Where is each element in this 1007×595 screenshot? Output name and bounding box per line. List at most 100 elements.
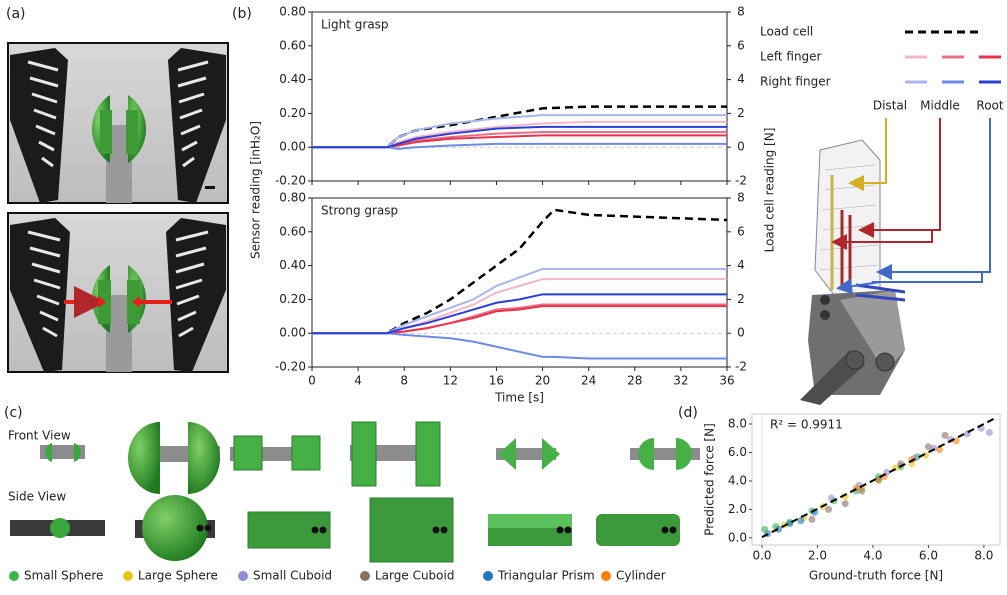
legend-column: Root bbox=[976, 99, 1003, 113]
x-tick-label: 6.0 bbox=[919, 549, 938, 563]
plot-title: Strong grasp bbox=[321, 204, 398, 218]
panel-label: (b) bbox=[232, 6, 252, 22]
series-line bbox=[312, 267, 727, 335]
legend-label: Triangular Prism bbox=[497, 569, 595, 583]
x-axis-label: Ground-truth force [N] bbox=[809, 569, 943, 583]
y-tick-label: 0.20 bbox=[279, 292, 306, 306]
x-axis-label: Time [s] bbox=[494, 391, 544, 405]
y-tick-label: 0.40 bbox=[279, 258, 306, 272]
x-tick-label: 36 bbox=[719, 374, 734, 388]
y-tick-label: -0.20 bbox=[275, 174, 306, 188]
plot-frame bbox=[311, 11, 728, 182]
legend-column: Distal bbox=[873, 99, 907, 113]
y-tick-label: 0.80 bbox=[279, 5, 306, 19]
plot-frame bbox=[311, 197, 728, 368]
point bbox=[924, 443, 932, 451]
legend-label: Left finger bbox=[760, 50, 822, 64]
point bbox=[841, 500, 849, 508]
photo-light bbox=[7, 42, 229, 204]
x-tick-label: 32 bbox=[673, 374, 688, 388]
y2-tick-label: 0 bbox=[737, 140, 745, 154]
legend-dot bbox=[238, 571, 248, 581]
point bbox=[797, 517, 805, 525]
y-tick-label: 0.40 bbox=[279, 72, 306, 86]
x-tick-label: 8 bbox=[400, 374, 408, 388]
series-line bbox=[312, 208, 728, 335]
legend-dot bbox=[123, 571, 133, 581]
y-tick-label: 0.20 bbox=[279, 106, 306, 120]
y-tick-label: 6.0 bbox=[728, 445, 747, 459]
plot-title: Light grasp bbox=[321, 18, 389, 32]
y-tick-label: 0.00 bbox=[279, 326, 306, 340]
panel-label: (c) bbox=[4, 405, 23, 421]
x-tick-label: 8.0 bbox=[974, 549, 993, 563]
x-tick-label: 16 bbox=[489, 374, 504, 388]
y-tick-label: 0.80 bbox=[279, 191, 306, 205]
series-line bbox=[312, 332, 727, 360]
y2-tick-label: 6 bbox=[737, 38, 745, 52]
y2-tick-label: 4 bbox=[737, 258, 745, 272]
y-tick-label: 8.0 bbox=[728, 416, 747, 430]
x-tick-label: 4.0 bbox=[863, 549, 882, 563]
point bbox=[985, 429, 993, 437]
finger-cad bbox=[800, 118, 991, 405]
point bbox=[825, 505, 833, 513]
series-line bbox=[312, 125, 727, 149]
y-axis-label: Sensor reading [inH₂O] bbox=[249, 121, 263, 259]
y-tick-label: 0.0 bbox=[728, 530, 747, 544]
y-tick-label: -0.20 bbox=[275, 360, 306, 374]
y-axis-label: Predicted force [N] bbox=[703, 423, 717, 536]
y2-tick-label: 2 bbox=[737, 292, 745, 306]
y2-tick-label: 4 bbox=[737, 72, 745, 86]
point bbox=[858, 487, 866, 495]
x-tick-label: 4 bbox=[354, 374, 362, 388]
view-label: Side View bbox=[8, 490, 66, 504]
y2-tick-label: 8 bbox=[737, 191, 745, 205]
y2-tick-label: 6 bbox=[737, 224, 745, 238]
panel-label: (a) bbox=[6, 6, 26, 22]
legend-label: Load cell bbox=[760, 25, 813, 39]
y2-axis-label: Load cell reading [N] bbox=[763, 128, 777, 253]
point bbox=[827, 494, 835, 502]
legend: Load cell Left finger Right finger Dista… bbox=[760, 25, 1004, 113]
y-tick-label: 0.60 bbox=[279, 38, 306, 52]
y2-tick-label: 2 bbox=[737, 106, 745, 120]
y2-tick-label: 0 bbox=[737, 326, 745, 340]
legend-label: Right finger bbox=[760, 75, 831, 89]
y-tick-label: 4.0 bbox=[728, 473, 747, 487]
legend-label: Small Cuboid bbox=[253, 569, 332, 583]
point bbox=[936, 446, 944, 454]
legend-label: Large Cuboid bbox=[375, 569, 454, 583]
legend-label: Cylinder bbox=[616, 569, 666, 583]
legend-dot bbox=[9, 571, 19, 581]
y2-tick-label: -2 bbox=[735, 360, 747, 374]
y-tick-label: 0.60 bbox=[279, 224, 306, 238]
x-tick-label: 2.0 bbox=[808, 549, 827, 563]
x-tick-label: 24 bbox=[581, 374, 596, 388]
y2-tick-label: 8 bbox=[737, 5, 745, 19]
x-tick-label: 20 bbox=[535, 374, 550, 388]
series-line bbox=[312, 130, 727, 149]
point bbox=[941, 431, 949, 439]
series-line bbox=[312, 134, 727, 149]
y2-tick-label: -2 bbox=[735, 174, 747, 188]
panel-label: (d) bbox=[678, 405, 698, 421]
legend-label: Large Sphere bbox=[138, 569, 218, 583]
x-tick-label: 0.0 bbox=[752, 549, 771, 563]
legend-column: Middle bbox=[920, 99, 960, 113]
series-line bbox=[312, 305, 727, 335]
photo-strong bbox=[7, 212, 229, 373]
point bbox=[808, 515, 816, 523]
objects bbox=[10, 421, 700, 563]
legend-dot bbox=[483, 571, 493, 581]
x-tick-label: 28 bbox=[627, 374, 642, 388]
view-label: Front View bbox=[8, 429, 71, 443]
x-tick-label: 0 bbox=[308, 374, 316, 388]
legend-dot bbox=[360, 571, 370, 581]
y-tick-label: 2.0 bbox=[728, 502, 747, 516]
y-tick-label: 0.00 bbox=[279, 140, 306, 154]
series-line bbox=[312, 293, 727, 335]
annotation: R² = 0.9911 bbox=[770, 418, 843, 432]
point bbox=[775, 525, 783, 533]
